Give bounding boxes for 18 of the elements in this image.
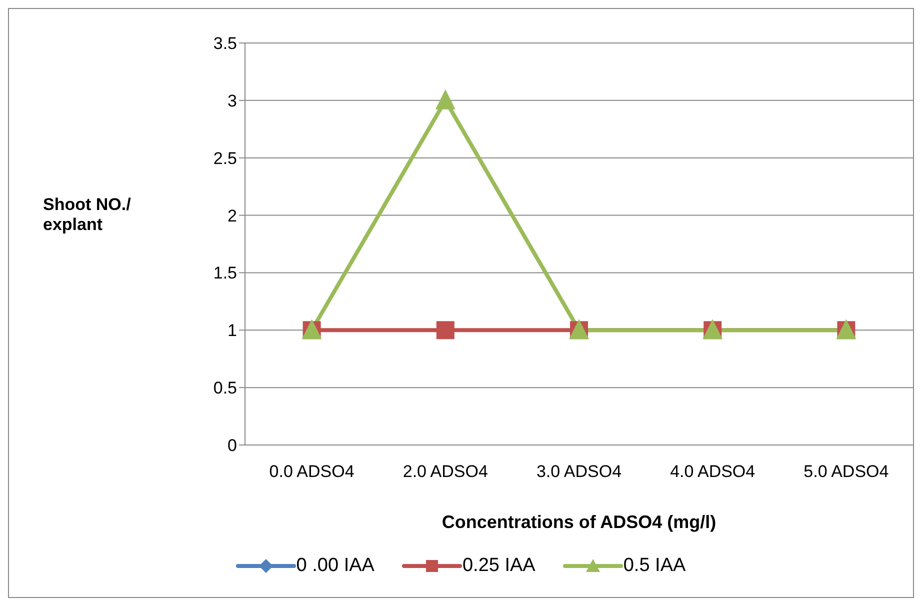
y-tick-label: 3.5 <box>213 34 237 54</box>
y-axis-title: Shoot NO./ explant <box>43 195 132 235</box>
y-tick-label: 2 <box>228 206 237 226</box>
x-tick-label: 2.0 ADSO4 <box>402 462 488 482</box>
legend-label: 0.25 IAA <box>462 555 536 577</box>
x-tick-label: 3.0 ADSO4 <box>536 462 622 482</box>
y-tick-label: 0 <box>228 436 237 456</box>
x-tick-label: 5.0 ADSO4 <box>804 462 889 482</box>
y-tick-label: 3 <box>228 91 237 110</box>
x-tick-label: 0.0 ADSO4 <box>269 462 354 482</box>
legend-label: 0.5 IAA <box>623 555 686 577</box>
legend-label: 0 .00 IAA <box>296 555 374 577</box>
x-axis-title: Concentrations of ADSO4 (mg/l) <box>442 512 716 532</box>
y-tick-label: 0.5 <box>213 378 237 398</box>
y-tick-label: 1.5 <box>213 264 237 283</box>
y-tick-label: 2.5 <box>213 148 237 168</box>
y-tick-label: 1 <box>228 321 237 340</box>
x-tick-label: 4.0 ADSO4 <box>670 462 756 482</box>
